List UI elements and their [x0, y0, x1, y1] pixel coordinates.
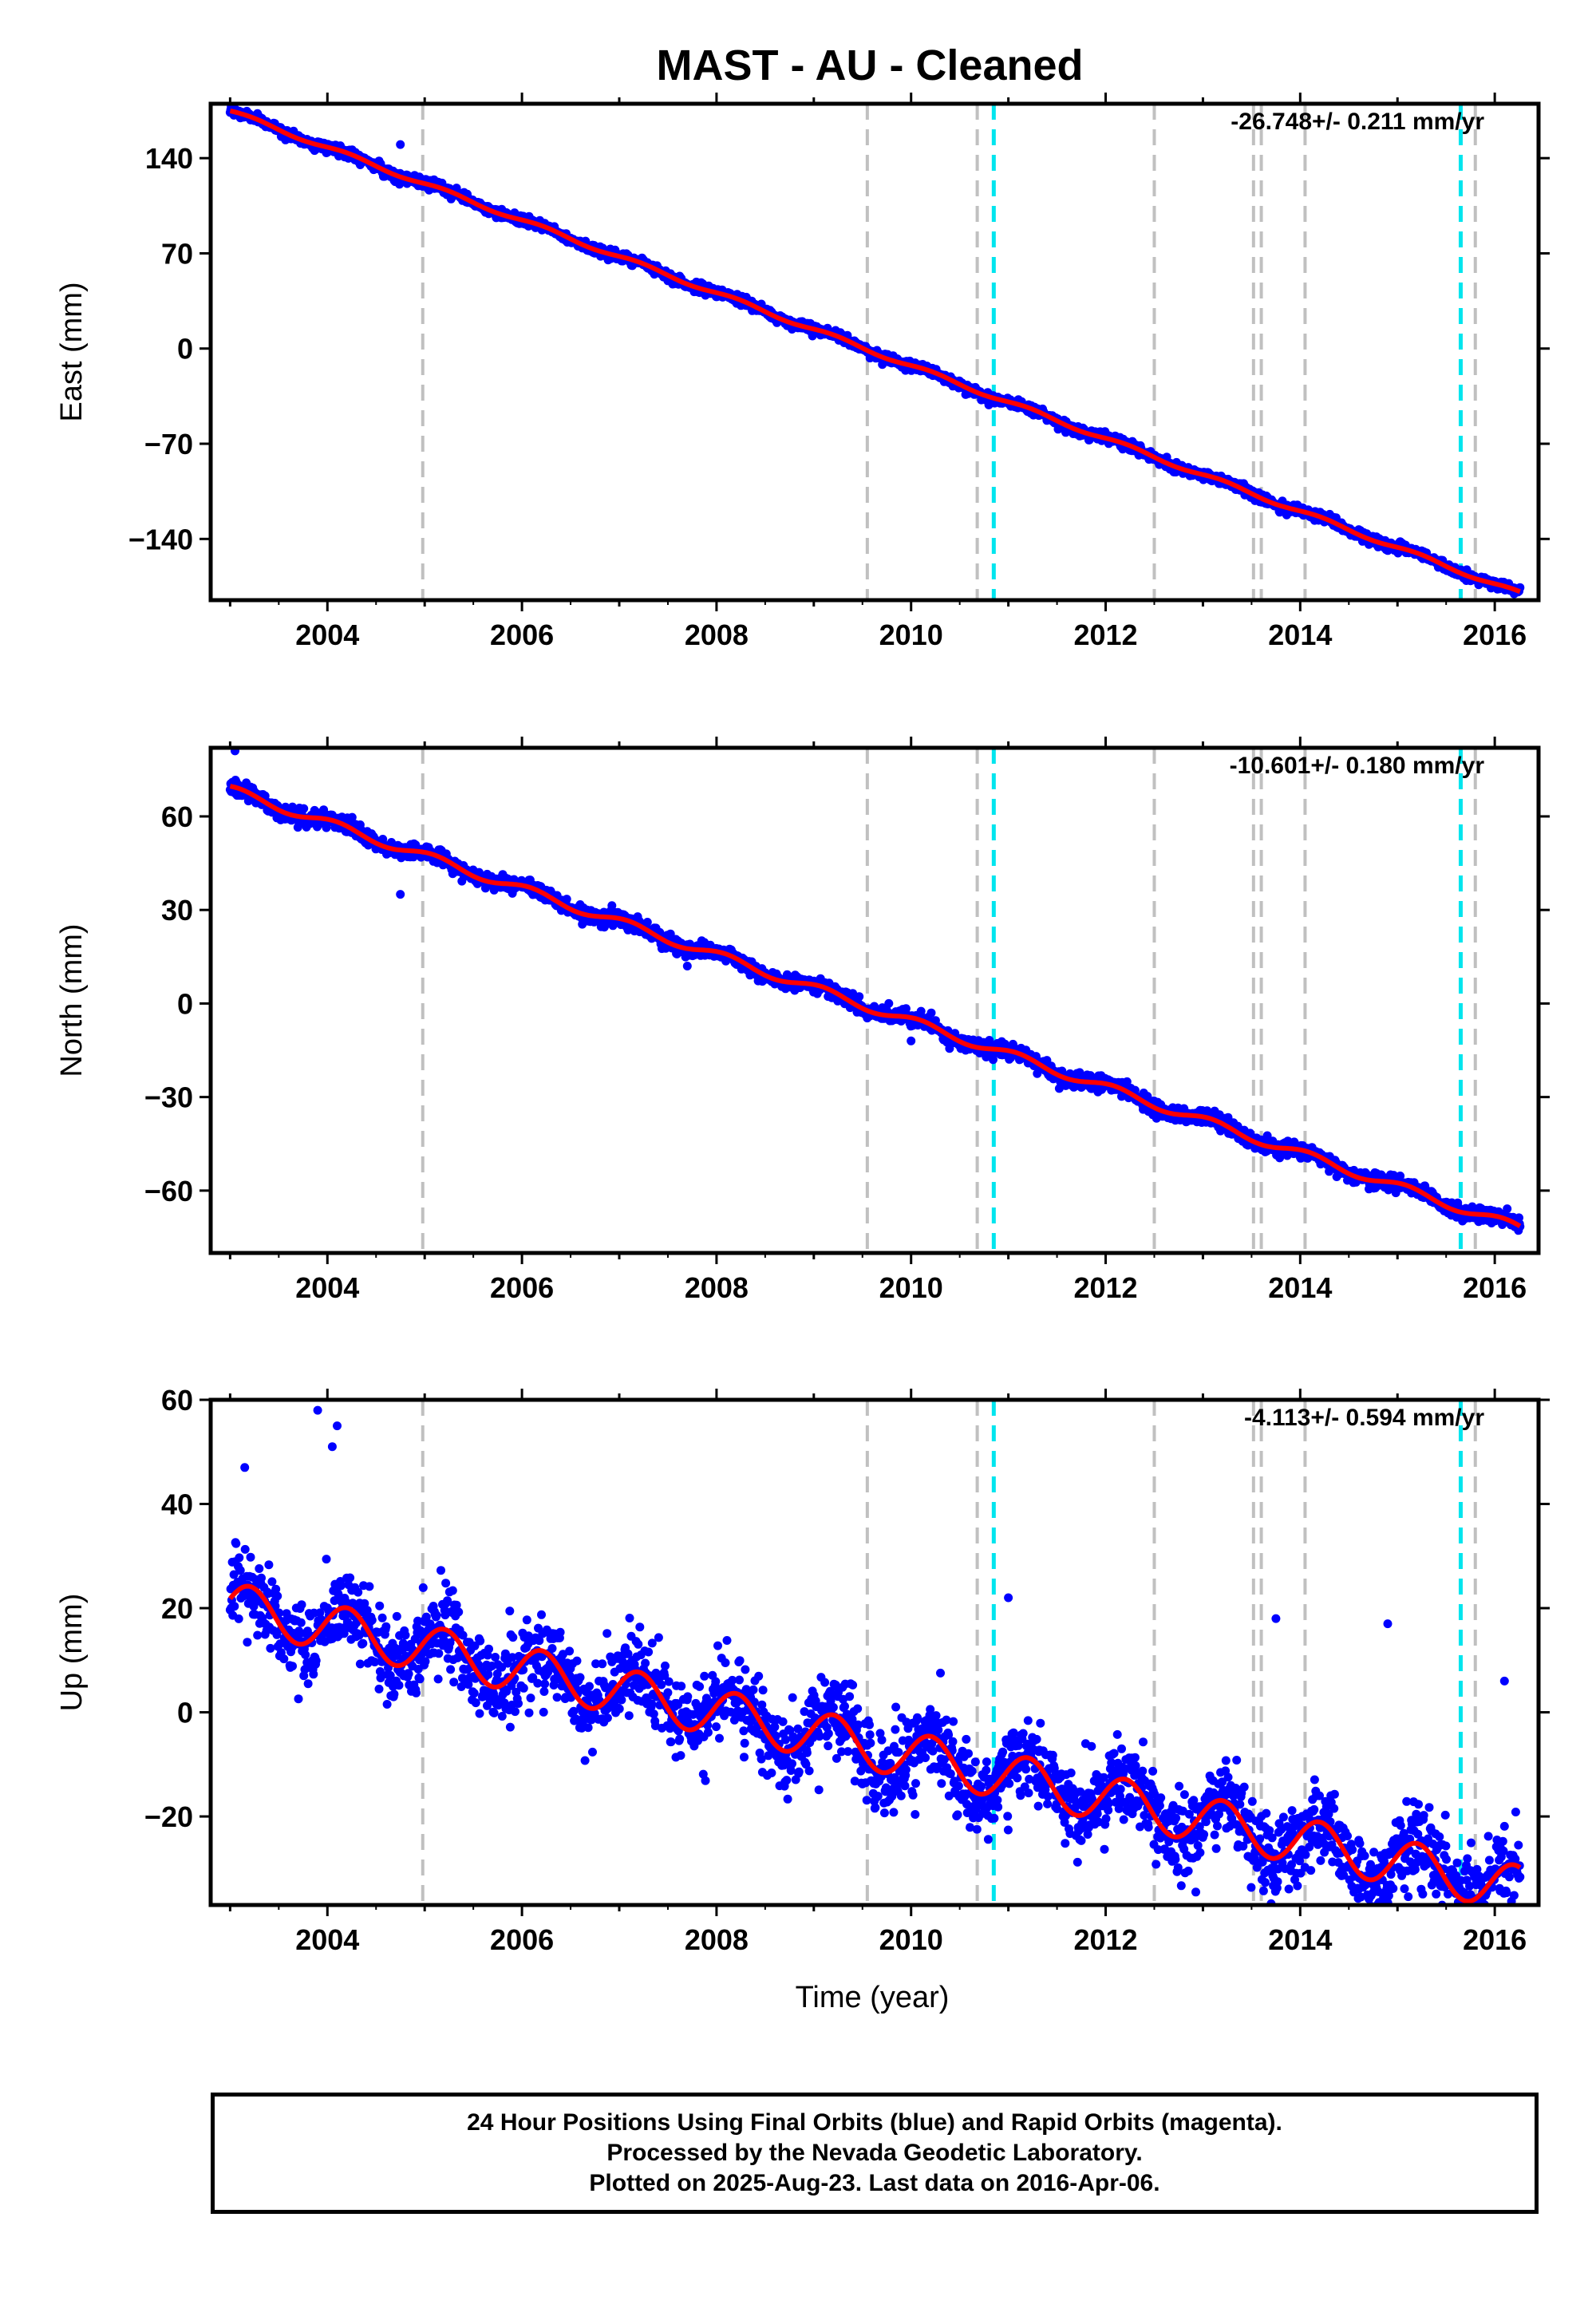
data-point — [562, 895, 571, 904]
data-point — [855, 992, 864, 1002]
x-tick-label: 2008 — [685, 619, 749, 651]
data-point — [884, 998, 894, 1008]
x-tick-label: 2016 — [1463, 1271, 1527, 1304]
x-tick-label: 2004 — [295, 1271, 359, 1304]
up-panel: 2004 2006 2008 2010 2012 2014 20166040200−20Up… — [55, 1384, 1550, 1956]
data-point — [347, 812, 357, 822]
event-lines — [421, 748, 1477, 1253]
y-tick-label: −60 — [144, 1175, 193, 1207]
data-points — [225, 1405, 1525, 1905]
x-tick-label: 2010 — [879, 1271, 943, 1304]
data-point — [1122, 1077, 1132, 1086]
x-tick-label: 2006 — [490, 1271, 554, 1304]
x-tick-label: 2008 — [685, 1271, 749, 1304]
data-point — [642, 918, 652, 927]
model-fit-line — [229, 784, 1522, 1228]
model-fit-line — [229, 108, 1521, 595]
data-point — [989, 1055, 998, 1065]
east-panel: 2004 2006 2008 2010 2012 2014 2016 140 70 0 −70 −14… — [55, 93, 1550, 651]
data-point — [299, 804, 309, 813]
chart-title: MAST - AU - Cleaned — [656, 41, 1083, 89]
y-tick-label: 140 — [145, 142, 193, 175]
x-tick-label: 2016 — [1463, 619, 1527, 651]
x-tick-label: 2004 — [295, 619, 359, 651]
data-point — [1503, 1204, 1512, 1214]
x-tick-label: 2014 — [1268, 1271, 1332, 1304]
data-point — [607, 901, 617, 911]
y-axis: 140 70 0 −70 −140 — [128, 142, 1550, 555]
x-axis: 2004 2006 2008 2010 2012 2014 2016 — [228, 737, 1527, 1304]
data-point — [916, 1006, 926, 1016]
data-point — [1275, 1153, 1285, 1163]
x-axis: 2004 2006 2008 2010 2012 2014 2016 — [228, 93, 1527, 651]
event-lines — [421, 104, 1477, 600]
plot-frame — [208, 745, 1541, 1255]
data-points — [225, 104, 1525, 599]
outlier-point — [396, 890, 405, 899]
x-tick-label: 2006 — [490, 619, 554, 651]
outlier-point — [682, 962, 692, 970]
data-point — [1396, 1172, 1405, 1180]
x-tick-label: 2012 — [1073, 1271, 1137, 1304]
y-axis-label: North (mm) — [55, 923, 89, 1077]
outlier-point — [907, 1036, 916, 1045]
y-tick-label: 70 — [161, 237, 193, 270]
y-tick-label: −140 — [128, 523, 193, 555]
x-tick-label: 2010 — [879, 619, 943, 651]
y-tick-label: 60 — [161, 800, 193, 833]
y-tick-label: −70 — [144, 428, 193, 460]
data-point — [1223, 1113, 1233, 1122]
y-axis-label: East (mm) — [55, 282, 89, 421]
velocity-annotation: -10.601+/- 0.180 mm/yr — [1230, 753, 1485, 779]
data-point — [322, 823, 331, 832]
y-tick-label: 30 — [161, 894, 193, 927]
velocity-annotation: -26.748+/- 0.211 mm/yr — [1231, 109, 1484, 135]
outlier-point — [396, 140, 405, 149]
x-tick-label: 2014 — [1268, 619, 1332, 651]
north-panel: 2004 2006 2008 2010 2012 2014 2016 60 30 0 −30 −60 N… — [55, 737, 1550, 1304]
y-tick-label: −30 — [144, 1081, 193, 1114]
data-point — [230, 1602, 239, 1611]
x-tick-label: 2012 — [1073, 619, 1137, 651]
data-point — [926, 1008, 936, 1018]
y-axis: 60 30 0 −30 −60 — [144, 800, 1550, 1207]
y-tick-label: 0 — [177, 333, 193, 366]
data-point — [231, 1539, 241, 1548]
plot-frame — [208, 101, 1541, 603]
y-tick-label: 0 — [177, 987, 193, 1020]
